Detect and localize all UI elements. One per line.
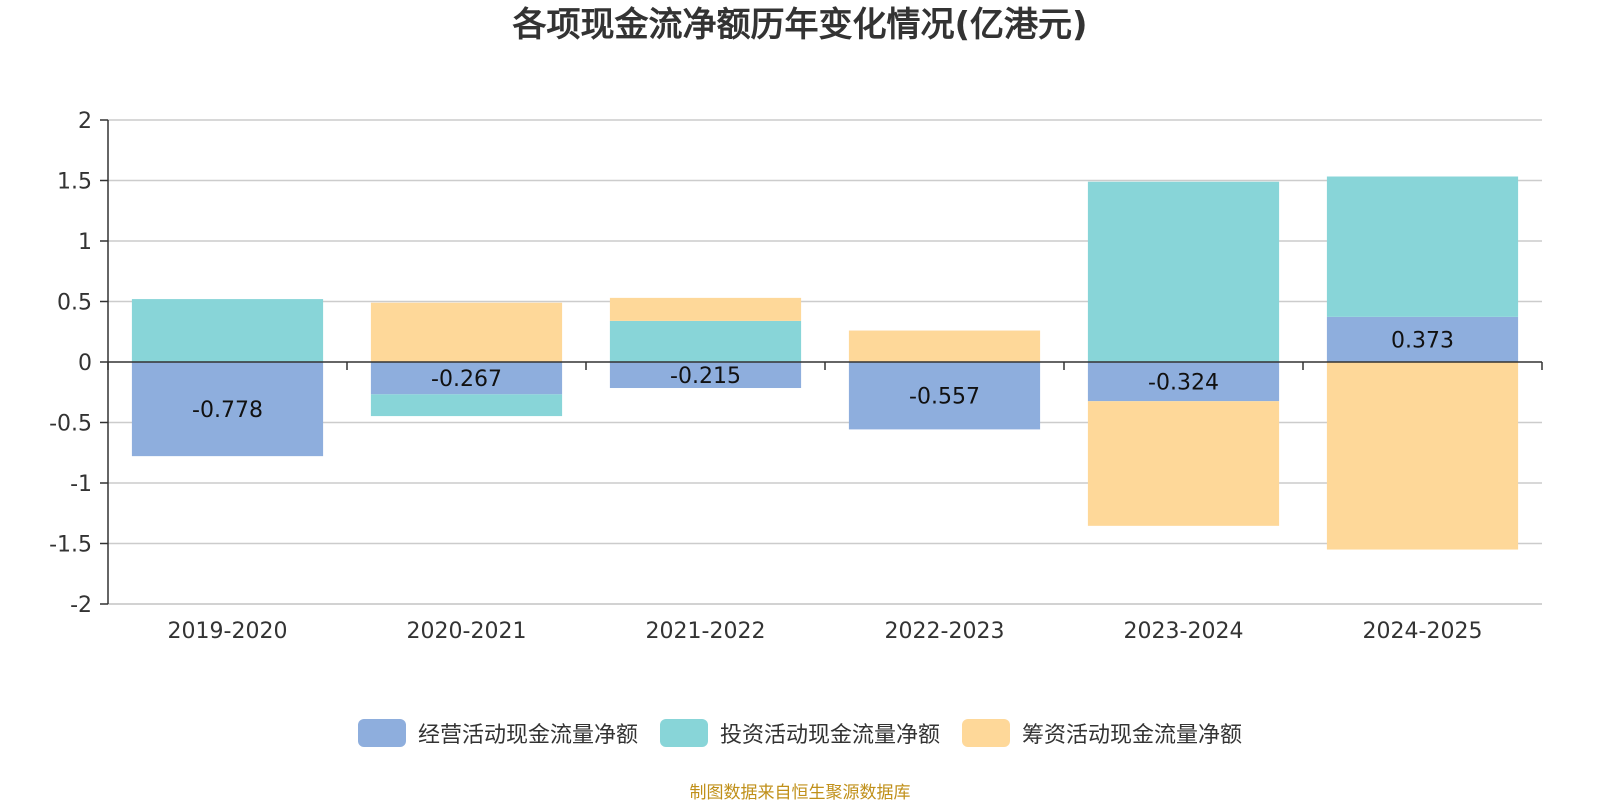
y-tick-label: 0 <box>78 351 92 376</box>
bar-segment[interactable] <box>370 394 563 417</box>
y-tick-label: 1.5 <box>57 170 92 195</box>
bar-segment[interactable] <box>1326 176 1519 317</box>
legend-swatch-investing <box>659 719 708 747</box>
bar-segment[interactable] <box>609 320 802 362</box>
y-tick-label: -2 <box>70 593 92 618</box>
bar-segment[interactable] <box>370 302 563 362</box>
bar-segment[interactable] <box>1326 316 1519 362</box>
x-tick-label: 2019-2020 <box>168 619 288 644</box>
legend-item-investing[interactable]: 投资活动现金流量净额 <box>659 717 940 749</box>
y-tick-label: -0.5 <box>49 412 92 437</box>
x-tick-label: 2020-2021 <box>407 619 527 644</box>
data-label: -0.267 <box>431 367 502 392</box>
legend-item-financing[interactable]: 筹资活动现金流量净额 <box>962 717 1242 749</box>
legend-swatch-operating <box>357 719 406 747</box>
bar-segment[interactable] <box>1087 181 1280 362</box>
bar-segment[interactable] <box>1326 362 1519 550</box>
x-tick-label: 2022-2023 <box>885 619 1005 644</box>
y-tick-label: 1 <box>78 230 92 255</box>
chart-plot: 2 1.5 1 0.5 0 -0.5 -1 -1.5 -2 2019-2020 2020-2021 2… <box>49 109 1543 644</box>
bar-segment[interactable] <box>609 297 802 321</box>
grid-layer <box>108 119 1542 605</box>
bar-segment[interactable] <box>609 362 802 389</box>
bar-segment[interactable] <box>1087 362 1280 402</box>
legend: 经营活动现金流量净额 投资活动现金流量净额 筹资活动现金流量净额 <box>0 717 1600 749</box>
bar-layer <box>131 176 1519 550</box>
legend-label-operating: 经营活动现金流量净额 <box>417 723 638 748</box>
source-note: 制图数据来自恒生聚源数据库 <box>689 783 911 800</box>
legend-item-operating[interactable]: 经营活动现金流量净额 <box>357 717 638 749</box>
label-layer: -0.778 -0.267 -0.215 -0.557 -0.324 0.373 <box>192 328 1454 423</box>
data-label: -0.778 <box>192 398 263 423</box>
x-tick-label: 2023-2024 <box>1124 619 1244 644</box>
bar-segment[interactable] <box>848 362 1041 430</box>
chart-title: 各项现金流净额历年变化情况(亿港元) <box>512 5 1088 45</box>
bar-segment[interactable] <box>370 362 563 395</box>
bar-segment[interactable] <box>1087 401 1280 526</box>
legend-label-investing: 投资活动现金流量净额 <box>719 723 940 748</box>
bar-segment[interactable] <box>131 362 324 457</box>
axis-layer: 2 1.5 1 0.5 0 -0.5 -1 -1.5 -2 2019-2020 2020-2021 2… <box>49 109 1543 644</box>
bar-segment[interactable] <box>131 299 324 362</box>
data-label: -0.324 <box>1148 371 1219 396</box>
data-label: -0.215 <box>670 364 741 389</box>
y-tick-label: -1.5 <box>49 533 92 558</box>
y-tick-label: 0.5 <box>57 291 92 316</box>
legend-label-financing: 筹资活动现金流量净额 <box>1022 723 1243 748</box>
bar-segment[interactable] <box>848 330 1041 362</box>
data-label: -0.557 <box>909 385 980 410</box>
x-tick-label: 2024-2025 <box>1363 619 1483 644</box>
data-label: 0.373 <box>1391 328 1454 353</box>
y-tick-label: -1 <box>70 472 92 497</box>
legend-swatch-financing <box>962 719 1010 747</box>
y-tick-label: 2 <box>78 109 92 134</box>
x-tick-label: 2021-2022 <box>646 619 766 644</box>
